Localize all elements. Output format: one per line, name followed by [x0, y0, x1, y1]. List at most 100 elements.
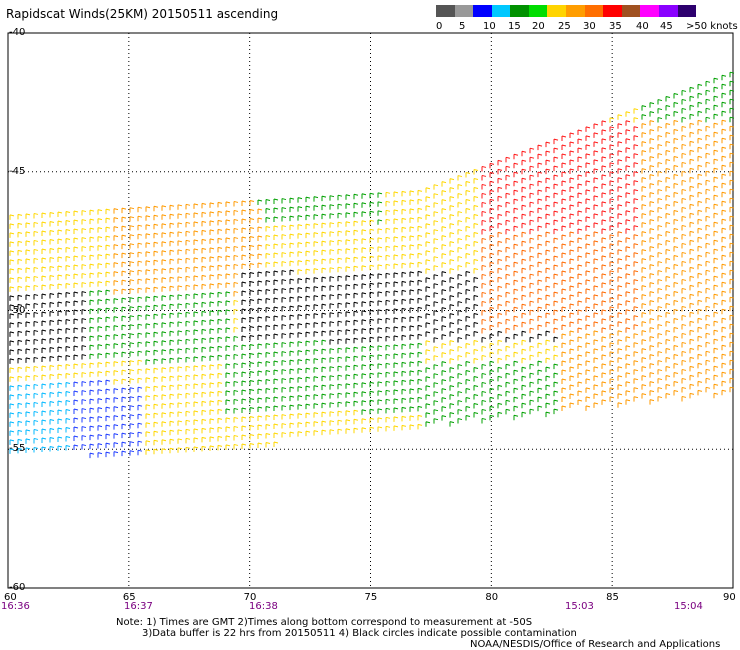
wind-barb: [209, 220, 215, 226]
wind-barb: [49, 220, 55, 227]
wind-barb: [217, 381, 223, 388]
wind-barb: [241, 218, 247, 224]
wind-barb: [529, 201, 535, 208]
wind-barb: [385, 371, 391, 378]
wind-barb: [17, 267, 23, 274]
wind-barb: [553, 183, 559, 190]
wind-barb: [649, 363, 655, 369]
wind-barb: [33, 374, 39, 381]
wind-barb: [353, 274, 359, 281]
wind-barb: [497, 186, 503, 193]
wind-barb: [705, 197, 711, 204]
wind-barb: [17, 384, 23, 391]
wind-barb: [369, 336, 375, 343]
legend-label: >50 knots: [686, 21, 738, 32]
wind-barb: [273, 414, 279, 421]
wind-barb: [65, 346, 71, 352]
wind-barb: [177, 411, 183, 417]
wind-barb: [113, 316, 119, 322]
wind-barb: [449, 232, 455, 238]
wind-barb: [665, 114, 671, 120]
wind-barb: [49, 238, 55, 245]
wind-barb: [529, 282, 535, 289]
wind-barb: [465, 379, 471, 385]
wind-barb: [129, 360, 135, 366]
wind-barb: [257, 262, 263, 268]
wind-barb: [505, 390, 511, 397]
wind-barb: [657, 324, 663, 330]
wind-barb: [9, 313, 15, 319]
wind-barb: [657, 378, 663, 384]
wind-barb: [169, 348, 175, 355]
wind-barb: [561, 396, 567, 403]
wind-barb: [209, 337, 215, 343]
wind-barb: [569, 204, 575, 210]
wind-barb: [265, 253, 271, 259]
wind-barb: [105, 388, 111, 395]
wind-barb: [593, 267, 599, 273]
wind-barb: [169, 222, 175, 229]
wind-barb: [241, 335, 247, 341]
wind-barb: [177, 348, 183, 354]
wind-barb: [385, 209, 391, 216]
wind-barb: [121, 297, 127, 304]
wind-barb: [385, 290, 391, 297]
wind-barb: [129, 450, 135, 456]
wind-barb: [497, 411, 503, 418]
wind-barb: [241, 272, 247, 278]
wind-barb: [513, 252, 519, 259]
wind-barb: [593, 366, 599, 372]
wind-barb: [369, 282, 375, 289]
wind-barb: [241, 200, 247, 206]
wind-barb: [529, 309, 535, 316]
wind-barb: [193, 410, 199, 416]
wind-barb: [161, 241, 167, 247]
wind-barb: [609, 153, 615, 159]
wind-barb: [497, 321, 503, 328]
wind-barb: [17, 276, 23, 283]
wind-barb: [569, 141, 575, 147]
wind-barb: [521, 195, 527, 202]
wind-barb: [9, 322, 15, 328]
wind-barb: [609, 234, 615, 240]
wind-barb: [297, 233, 303, 239]
wind-barb: [337, 266, 343, 273]
wind-barb: [329, 240, 335, 246]
wind-barb: [633, 315, 639, 321]
wind-barb: [473, 366, 479, 373]
wind-barb: [321, 321, 327, 328]
wind-barb: [337, 320, 343, 327]
wind-barb: [705, 161, 711, 168]
wind-barb: [633, 198, 639, 204]
wind-barb: [49, 400, 55, 407]
wind-barb: [545, 402, 551, 409]
wind-barb: [233, 317, 239, 324]
wind-barb: [449, 268, 455, 274]
wind-barb: [329, 249, 335, 255]
wind-barb: [9, 385, 15, 391]
wind-barb: [33, 356, 39, 363]
wind-barb: [433, 184, 439, 190]
wind-barb: [649, 381, 655, 387]
wind-barb: [345, 194, 351, 200]
wind-barb: [665, 285, 671, 291]
wind-barb: [417, 198, 423, 205]
wind-barb: [265, 442, 271, 448]
wind-barb: [273, 333, 279, 340]
wind-barb: [593, 384, 599, 390]
wind-barb: [9, 421, 15, 427]
wind-barb: [537, 225, 543, 232]
wind-barb: [89, 272, 95, 279]
wind-barb: [657, 306, 663, 312]
wind-barb: [185, 302, 191, 309]
wind-barb: [225, 354, 231, 360]
wind-barb: [625, 291, 631, 297]
wind-barb: [361, 400, 367, 406]
wind-barb: [345, 311, 351, 317]
time-label: 15:03: [565, 601, 594, 612]
wind-barb: [641, 186, 647, 192]
wind-barb: [281, 243, 287, 249]
wind-barb: [185, 401, 191, 408]
wind-barb: [305, 250, 311, 257]
wind-barb: [177, 285, 183, 291]
